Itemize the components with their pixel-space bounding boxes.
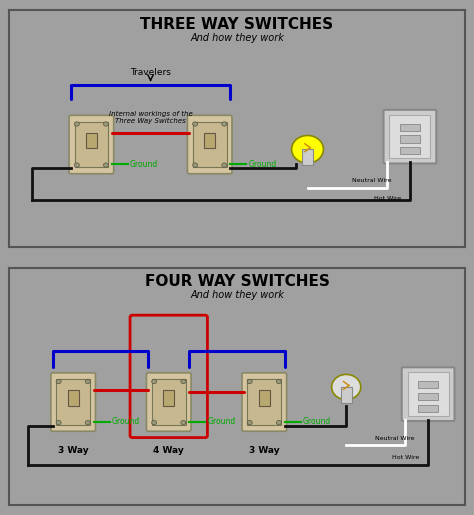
Text: Travelers: Travelers xyxy=(130,68,171,77)
Circle shape xyxy=(74,122,79,126)
Circle shape xyxy=(56,380,61,384)
Text: 3 Way: 3 Way xyxy=(58,447,89,455)
Text: Ground: Ground xyxy=(112,417,140,426)
Text: Ground: Ground xyxy=(248,160,277,169)
Text: Hot Wire: Hot Wire xyxy=(392,455,419,460)
Bar xyxy=(74,122,108,167)
Circle shape xyxy=(276,420,282,425)
Text: And how they work: And how they work xyxy=(190,290,284,300)
Bar xyxy=(400,135,420,143)
Circle shape xyxy=(222,163,227,167)
Bar xyxy=(418,393,438,400)
Text: Hot Wire: Hot Wire xyxy=(374,196,401,201)
Bar xyxy=(418,405,438,412)
Circle shape xyxy=(152,380,157,384)
Bar xyxy=(259,390,270,406)
Circle shape xyxy=(192,122,198,126)
Circle shape xyxy=(181,380,186,384)
FancyBboxPatch shape xyxy=(242,373,287,431)
Circle shape xyxy=(152,420,157,425)
Bar xyxy=(418,381,438,388)
Bar xyxy=(400,124,420,131)
Bar xyxy=(152,379,186,425)
Circle shape xyxy=(85,420,90,425)
Bar xyxy=(408,372,448,416)
Bar xyxy=(302,149,313,165)
FancyBboxPatch shape xyxy=(146,373,191,431)
FancyBboxPatch shape xyxy=(187,115,232,174)
Circle shape xyxy=(103,122,109,126)
Circle shape xyxy=(247,420,252,425)
Bar xyxy=(341,387,352,403)
Text: Ground: Ground xyxy=(303,417,331,426)
FancyBboxPatch shape xyxy=(51,373,95,431)
Circle shape xyxy=(332,374,361,400)
Text: Internal workings of the
Three Way Switches: Internal workings of the Three Way Switc… xyxy=(109,111,192,124)
Circle shape xyxy=(247,380,252,384)
Circle shape xyxy=(222,122,227,126)
Text: 3 Way: 3 Way xyxy=(249,447,280,455)
Circle shape xyxy=(181,420,186,425)
Circle shape xyxy=(85,380,90,384)
Bar xyxy=(247,379,281,425)
Circle shape xyxy=(56,420,61,425)
Text: 4 Way: 4 Way xyxy=(154,447,184,455)
Text: Ground: Ground xyxy=(130,160,158,169)
Circle shape xyxy=(103,163,109,167)
Circle shape xyxy=(276,380,282,384)
Circle shape xyxy=(192,163,198,167)
Text: Neutral Wire: Neutral Wire xyxy=(375,436,414,440)
Bar xyxy=(390,115,430,159)
Text: THREE WAY SWITCHES: THREE WAY SWITCHES xyxy=(140,16,334,31)
Text: FOUR WAY SWITCHES: FOUR WAY SWITCHES xyxy=(145,274,329,289)
Bar xyxy=(204,133,215,148)
Bar xyxy=(56,379,90,425)
Bar xyxy=(193,122,227,167)
Bar xyxy=(163,390,174,406)
Circle shape xyxy=(74,163,79,167)
Text: Ground: Ground xyxy=(208,417,236,426)
Bar xyxy=(68,390,79,406)
Circle shape xyxy=(292,135,323,163)
FancyBboxPatch shape xyxy=(383,110,436,163)
Text: Neutral Wire: Neutral Wire xyxy=(352,178,392,183)
FancyBboxPatch shape xyxy=(402,367,455,421)
Bar xyxy=(86,133,97,148)
Bar xyxy=(400,147,420,154)
Text: And how they work: And how they work xyxy=(190,33,284,43)
FancyBboxPatch shape xyxy=(69,115,114,174)
